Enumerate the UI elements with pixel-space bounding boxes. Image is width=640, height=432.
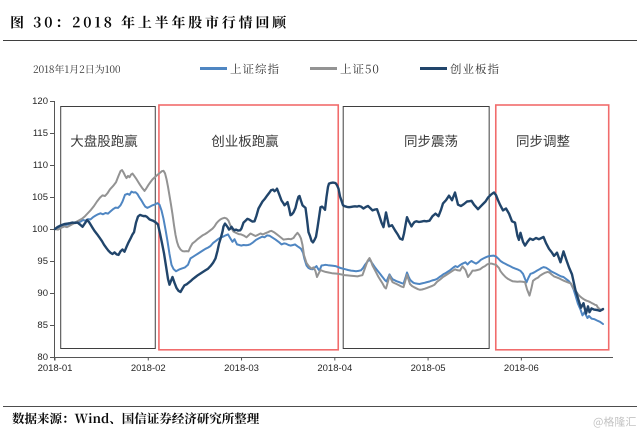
x-tick-label: 2018-02 (130, 362, 166, 374)
title-rule (3, 40, 637, 41)
legend-swatch (309, 67, 337, 70)
footer-rule (3, 405, 637, 407)
series-line-2 (54, 169, 604, 312)
y-tick-label: 110 (32, 159, 48, 171)
legend-swatch (200, 67, 227, 70)
x-tick-label: 2018-03 (224, 362, 259, 374)
annotation-label: 同步调整 (516, 134, 570, 150)
watermark-gelonghui: @格隆汇 (593, 416, 636, 429)
legend-swatch (419, 67, 447, 70)
annotation-label: 大盘股跑赢 (70, 133, 138, 150)
y-tick-label: 80 (37, 351, 48, 363)
y-tick-label: 115 (32, 127, 48, 139)
data-source-note: 数据来源：Wind、国信证券经济研究所整理 (11, 411, 259, 427)
annotation-label: 同步震荡 (404, 134, 458, 150)
annotation-box (342, 106, 490, 349)
y-tick-label: 95 (37, 255, 48, 267)
y-tick-label: 90 (37, 287, 48, 299)
series-line-3 (53, 181, 605, 315)
x-tick-label: 2018-04 (317, 362, 353, 374)
series-line-1 (54, 190, 604, 325)
x-tick-label: 2018-01 (37, 362, 73, 374)
y-tick-label: 120 (32, 95, 48, 107)
legend-label: 上证50 (339, 63, 380, 77)
x-tick-label: 2018-06 (503, 362, 539, 374)
figure-title: 图 30：2018 年上半年股市行情回顾 (10, 14, 289, 32)
y-tick-label: 85 (37, 319, 48, 331)
index-base-note: 2018年1月2日为100 (33, 64, 121, 76)
legend-label: 上证综指 (230, 63, 280, 77)
x-tick-label: 2018-05 (410, 362, 446, 374)
annotation-label: 创业板跑赢 (211, 133, 279, 150)
y-tick-label: 105 (32, 191, 48, 203)
annotation-box (494, 104, 610, 351)
legend-label: 创业板指 (449, 63, 500, 77)
y-tick-label: 100 (32, 223, 48, 235)
